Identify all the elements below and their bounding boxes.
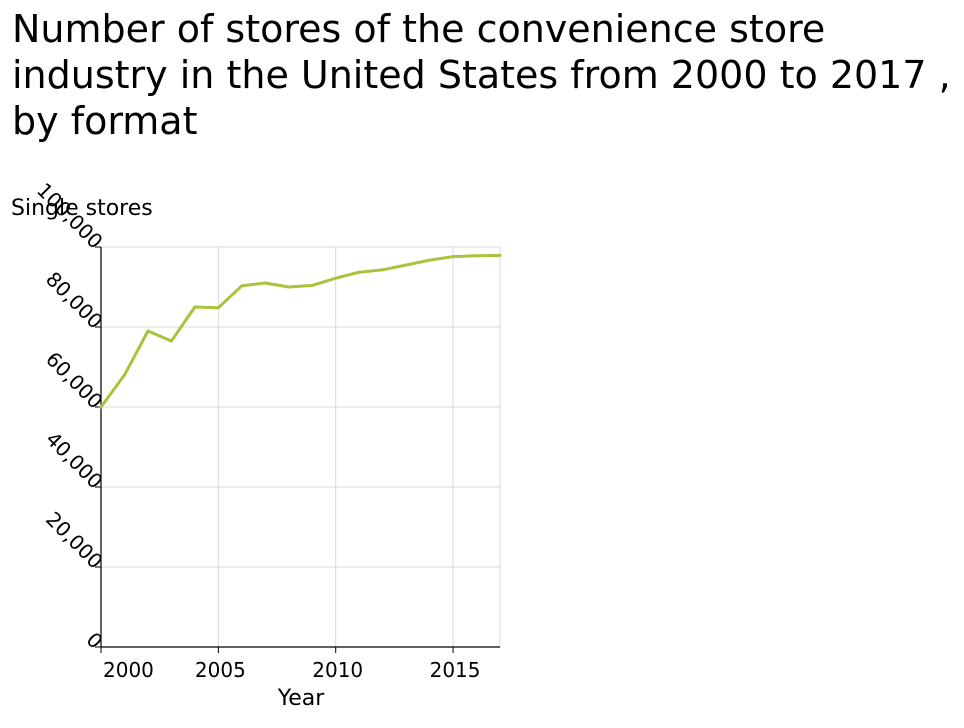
data-point [451,255,455,259]
data-point [381,268,385,272]
data-point [428,258,432,262]
data-point [357,270,361,274]
y-tick-label: 80,000 [41,267,107,333]
chart-title: Number of stores of the convenience stor… [12,7,951,143]
axes [95,246,500,653]
y-tick-label: 0 [82,627,108,653]
x-tick-label: 2010 [312,658,363,682]
x-tick-label: 2000 [103,658,154,682]
y-tick-label: 40,000 [41,427,107,493]
data-point [216,306,220,310]
data-point [404,263,408,267]
y-axis-label: Single stores [11,196,153,221]
series-line [99,253,502,409]
x-axis-label: Year [277,686,325,711]
data-point [263,281,267,285]
data-point [169,339,173,343]
y-tick-label: 20,000 [41,507,107,573]
data-point [240,284,244,288]
data-point [99,405,103,409]
data-point [498,253,502,257]
y-tick-label: 60,000 [41,347,107,413]
x-tick-label: 2005 [195,658,246,682]
x-tick-label: 2015 [430,658,481,682]
grid [101,246,501,647]
data-point [193,305,197,309]
data-point [146,329,150,333]
tick-labels: 0 20,000 40,000 60,000 80,000 100,000 2000 2005… [32,178,480,682]
data-point [310,283,314,287]
series-lines [99,253,502,409]
data-point [287,285,291,289]
data-point [334,276,338,280]
y-tick-label: 100,000 [32,178,107,253]
data-point [475,254,479,258]
data-point [122,373,126,377]
